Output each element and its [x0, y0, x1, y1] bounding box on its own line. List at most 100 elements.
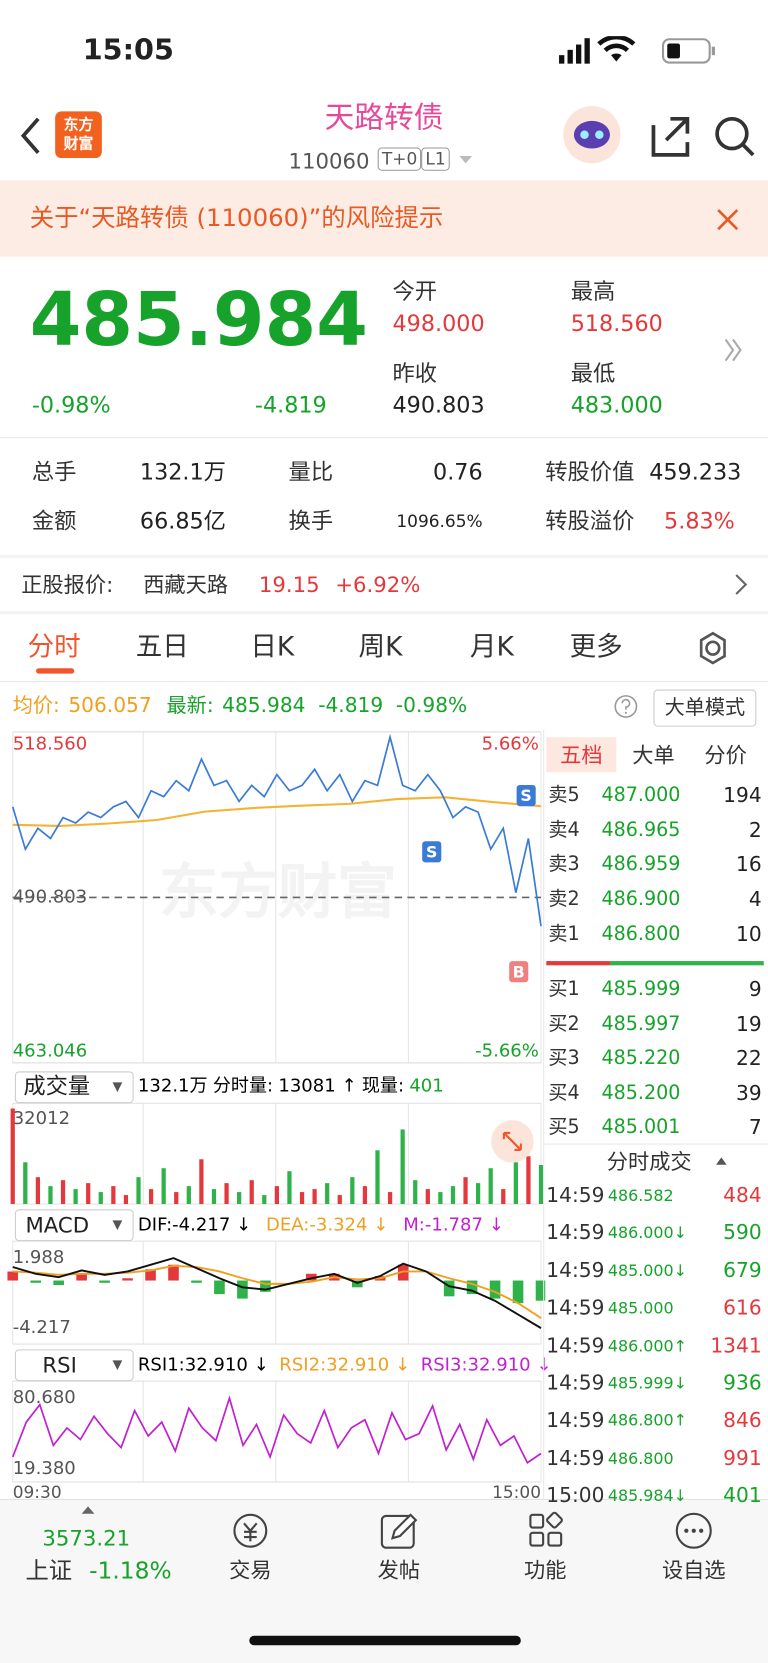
tab-underline	[36, 668, 75, 674]
volume-bar	[438, 1192, 443, 1205]
y-tick-label: 463.046	[13, 1040, 88, 1061]
book-volume: 10	[735, 922, 762, 947]
book-volume: 19	[735, 1012, 762, 1036]
tab[interactable]: 周K	[358, 631, 403, 662]
stat-value: 66.85亿	[139, 508, 226, 534]
stock-code: 110060	[288, 148, 370, 174]
volume-bar	[501, 1189, 506, 1205]
volume-bar	[526, 1156, 531, 1205]
header-icons	[563, 106, 755, 164]
volume-bar	[48, 1186, 53, 1205]
status-icons	[559, 36, 715, 64]
indicator-select[interactable]	[14, 1349, 134, 1382]
tab[interactable]: 五日	[135, 631, 189, 662]
nav-item[interactable]: 发帖	[377, 1557, 421, 1583]
nav-item[interactable]: 功能	[524, 1557, 567, 1583]
close-icon[interactable]	[716, 208, 739, 231]
volume-bar	[136, 1177, 141, 1205]
trade-volume: 1341	[710, 1334, 762, 1358]
more-chevron[interactable]	[723, 337, 744, 362]
latest-change-pct: -0.98%	[395, 693, 468, 718]
field-value: 498.000	[392, 310, 485, 337]
volume-bar	[274, 1186, 279, 1205]
underlying-change: +6.92%	[335, 571, 421, 598]
volume-bar	[325, 1183, 330, 1205]
rsi2: RSI2:32.910 ↓	[279, 1354, 411, 1376]
book-volume: 4	[748, 887, 762, 912]
volume-bar	[161, 1168, 166, 1205]
volume-bar	[387, 1192, 393, 1205]
trade-time: 14:59	[546, 1334, 605, 1358]
volume-bar	[35, 1177, 41, 1205]
book-volume: 194	[723, 783, 762, 808]
pct-label: 5.66%	[482, 734, 539, 755]
book-price: 485.001	[601, 1115, 681, 1139]
book-volume: 22	[735, 1047, 762, 1071]
book-price: 485.220	[601, 1047, 681, 1070]
indicator-name: MACD	[25, 1212, 90, 1238]
tab[interactable]: 月K	[469, 631, 514, 662]
watermark: 东方财富	[159, 858, 397, 927]
risk-text: 关于“天路转债 (110060)”的风险提示	[29, 204, 444, 233]
macd-bar	[76, 1273, 87, 1281]
book-level: 买4	[548, 1081, 580, 1104]
tab[interactable]: 日K	[250, 631, 295, 662]
stat-label: 总手	[31, 459, 77, 485]
sort-icon[interactable]	[715, 1155, 728, 1166]
price-line	[11, 733, 542, 927]
book-tab[interactable]: 大单	[632, 742, 675, 769]
volume-bar	[287, 1171, 292, 1205]
mode-button[interactable]: 大单模式	[653, 689, 757, 727]
buy-ratio-bar	[609, 961, 764, 966]
macd-bar	[122, 1278, 133, 1281]
book-tab[interactable]: 五档	[560, 742, 603, 769]
book-price: 486.800	[601, 922, 681, 945]
m: M:-1.787 ↓	[403, 1214, 504, 1236]
risk-banner[interactable]	[0, 180, 768, 257]
expand-icon[interactable]	[81, 1504, 96, 1515]
stat-label: 金额	[31, 508, 77, 534]
chevron[interactable]	[734, 573, 749, 596]
y-tick-label: 32012	[13, 1108, 70, 1129]
app-logo[interactable]: 东方财富	[55, 111, 102, 159]
volume-bar	[337, 1195, 342, 1205]
macd-bar	[306, 1273, 317, 1281]
macd-bar	[145, 1269, 156, 1281]
underlying-name[interactable]: 西藏天路	[143, 571, 229, 598]
stat-value: 5.83%	[664, 508, 735, 534]
tab-active[interactable]	[546, 737, 617, 773]
trade-price: 486.000↓	[607, 1223, 687, 1243]
back-button[interactable]	[15, 115, 47, 157]
indicator-select[interactable]	[14, 1071, 134, 1104]
book-volume: 9	[748, 978, 762, 1002]
volume-bar	[23, 1162, 28, 1205]
volume-bar	[98, 1192, 103, 1205]
nav-item[interactable]: 交易	[229, 1557, 272, 1583]
trade-marker	[422, 841, 442, 863]
book-volume: 2	[748, 818, 762, 842]
settings-icon[interactable]	[695, 630, 731, 666]
book-level: 买2	[548, 1012, 580, 1035]
stat-value: 0.76	[433, 459, 483, 485]
indicator-select[interactable]	[14, 1209, 134, 1242]
dea: DEA:-3.324 ↓	[265, 1214, 389, 1236]
divider	[0, 437, 768, 439]
latest-label: 最新:	[166, 693, 214, 718]
trade-volume: 846	[723, 1409, 762, 1433]
trade-marker	[509, 961, 529, 983]
trade-price: 486.582	[607, 1185, 674, 1206]
tab[interactable]: 更多	[569, 631, 623, 662]
help-icon[interactable]	[613, 694, 638, 719]
info-bar: 均价: 506.057 最新: 485.984 -4.819 -0.98%	[13, 693, 468, 718]
trade-price: 485.999↓	[607, 1373, 687, 1393]
dropdown-icon[interactable]	[458, 155, 473, 166]
book-tab[interactable]: 分价	[704, 742, 747, 769]
trade-price: 486.800	[607, 1448, 674, 1468]
index-value[interactable]: 3573.21	[42, 1525, 131, 1551]
stat-value: 132.1万	[139, 459, 226, 485]
macd-bar	[30, 1280, 42, 1283]
trade-volume: 484	[723, 1183, 762, 1208]
tab[interactable]: 分时	[27, 631, 81, 662]
nav-item[interactable]: 设自选	[661, 1557, 726, 1583]
